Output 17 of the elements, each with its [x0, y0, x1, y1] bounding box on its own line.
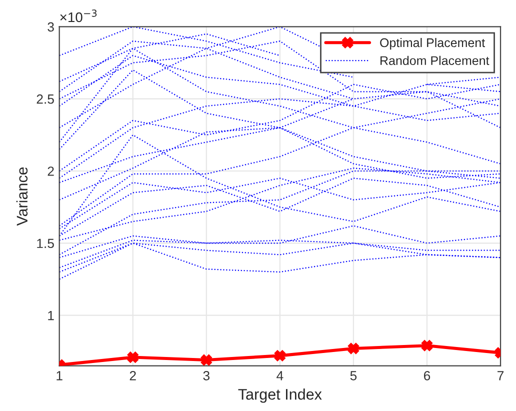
y-tick-label: 1.5 — [37, 238, 54, 248]
legend-label: Optimal Placement — [380, 38, 486, 50]
y-tick-label: 2.5 — [36, 94, 54, 104]
x-tick-label: 3 — [203, 371, 210, 380]
x-tick-label: 5 — [350, 371, 357, 380]
x-tick-label: 2 — [130, 371, 136, 380]
x-axis-title: Target Index — [238, 388, 322, 403]
text: ×10$^{−3}$ — [60, 10, 97, 22]
y-tick-label: 1 — [48, 310, 54, 320]
x-tick-label: 6 — [424, 371, 430, 380]
x-tick-label: 4 — [276, 371, 284, 380]
x-tick-label: 1 — [56, 371, 62, 380]
legend-label: Random Placement — [380, 56, 490, 66]
y-tick-label: 2 — [48, 166, 54, 176]
x-tick-label: 7 — [498, 371, 504, 380]
y-axis-title: Variance — [16, 167, 28, 226]
y-tick-label: 3 — [48, 22, 54, 32]
